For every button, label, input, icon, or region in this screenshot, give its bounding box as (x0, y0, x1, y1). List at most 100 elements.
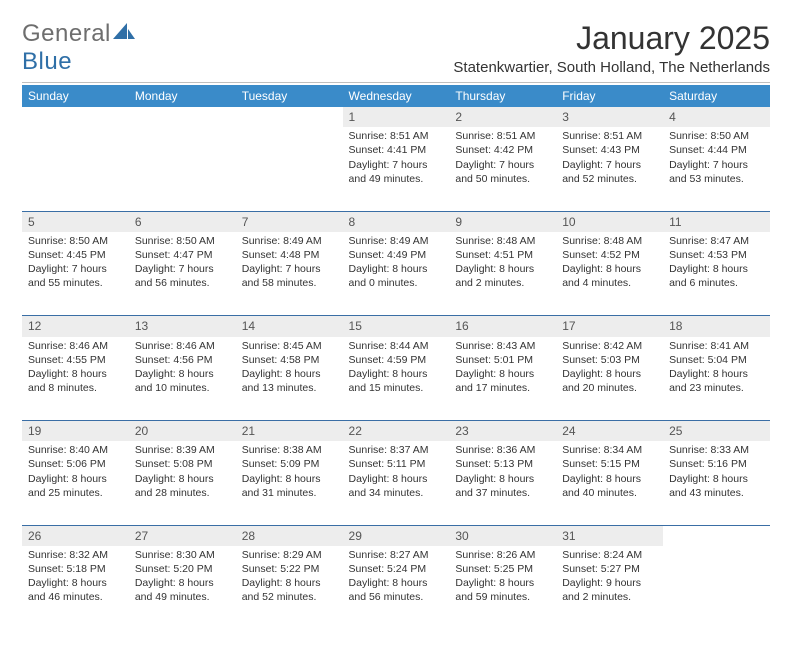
daylight-line: Daylight: 8 hours and 43 minutes. (669, 472, 764, 500)
day-info-cell: Sunrise: 8:37 AMSunset: 5:11 PMDaylight:… (343, 441, 450, 525)
day-info-row: Sunrise: 8:32 AMSunset: 5:18 PM Daylight:… (22, 546, 770, 630)
weekday-header-row: Sunday Monday Tuesday Wednesday Thursday… (22, 85, 770, 107)
calendar-body: 1234Sunrise: 8:51 AMSunset: 4:41 PMDayli… (22, 107, 770, 630)
day-info-cell: Sunrise: 8:42 AMSunset: 5:03 PMDaylight:… (556, 337, 663, 421)
sunrise-line: Sunrise: 8:29 AM (242, 548, 337, 562)
sunset-line: Sunset: 5:18 PM (28, 562, 123, 576)
day-number-cell: 25 (663, 421, 770, 442)
day-info-cell: Sunrise: 8:33 AMSunset: 5:16 PMDaylight:… (663, 441, 770, 525)
day-number-cell: 11 (663, 211, 770, 232)
sunset-line: Sunset: 5:03 PM (562, 353, 657, 367)
sunset-line: Sunset: 4:58 PM (242, 353, 337, 367)
day-number-cell: 31 (556, 525, 663, 546)
logo-word2: Blue (22, 48, 72, 75)
day-number-cell: 23 (449, 421, 556, 442)
day-number-cell: 9 (449, 211, 556, 232)
day-number-cell: 12 (22, 316, 129, 337)
sunset-line: Sunset: 4:48 PM (242, 248, 337, 262)
sunrise-line: Sunrise: 8:40 AM (28, 443, 123, 457)
sunrise-line: Sunrise: 8:47 AM (669, 234, 764, 248)
sunrise-line: Sunrise: 8:32 AM (28, 548, 123, 562)
day-info-row: Sunrise: 8:46 AMSunset: 4:55 PMDaylight:… (22, 337, 770, 421)
day-number-cell (236, 107, 343, 127)
sunset-line: Sunset: 4:59 PM (349, 353, 444, 367)
sunset-line: Sunset: 5:27 PM (562, 562, 657, 576)
day-number-cell: 26 (22, 525, 129, 546)
day-info-cell: Sunrise: 8:38 AMSunset: 5:09 PMDaylight:… (236, 441, 343, 525)
daylight-line: Daylight: 7 hours and 49 minutes. (349, 158, 444, 186)
sunrise-line: Sunrise: 8:38 AM (242, 443, 337, 457)
day-info-row: Sunrise: 8:40 AMSunset: 5:06 PMDaylight:… (22, 441, 770, 525)
day-info-cell: Sunrise: 8:32 AMSunset: 5:18 PMDaylight:… (22, 546, 129, 630)
day-info-cell: Sunrise: 8:24 AMSunset: 5:27 PMDaylight:… (556, 546, 663, 630)
sunrise-line: Sunrise: 8:39 AM (135, 443, 230, 457)
title-block: January 2025 Statenkwartier, South Holla… (453, 20, 770, 76)
sunrise-line: Sunrise: 8:46 AM (135, 339, 230, 353)
daylight-line: Daylight: 8 hours and 59 minutes. (455, 576, 550, 604)
daylight-line: Daylight: 8 hours and 28 minutes. (135, 472, 230, 500)
day-number-cell: 29 (343, 525, 450, 546)
sunset-line: Sunset: 5:04 PM (669, 353, 764, 367)
daylight-line: Daylight: 7 hours and 56 minutes. (135, 262, 230, 290)
sunset-line: Sunset: 5:22 PM (242, 562, 337, 576)
sunset-line: Sunset: 5:01 PM (455, 353, 550, 367)
sunrise-line: Sunrise: 8:24 AM (562, 548, 657, 562)
day-info-cell: Sunrise: 8:48 AMSunset: 4:51 PMDaylight:… (449, 232, 556, 316)
daylight-line: Daylight: 8 hours and 25 minutes. (28, 472, 123, 500)
day-number-cell: 21 (236, 421, 343, 442)
day-number-row: 262728293031 (22, 525, 770, 546)
calendar-table: Sunday Monday Tuesday Wednesday Thursday… (22, 85, 770, 630)
day-number-cell: 10 (556, 211, 663, 232)
sunset-line: Sunset: 5:20 PM (135, 562, 230, 576)
day-number-cell: 6 (129, 211, 236, 232)
day-info-cell (236, 127, 343, 211)
day-number-cell: 18 (663, 316, 770, 337)
sunset-line: Sunset: 5:24 PM (349, 562, 444, 576)
day-number-cell: 1 (343, 107, 450, 127)
daylight-line: Daylight: 8 hours and 6 minutes. (669, 262, 764, 290)
sunrise-line: Sunrise: 8:48 AM (562, 234, 657, 248)
daylight-line: Daylight: 8 hours and 8 minutes. (28, 367, 123, 395)
day-number-row: 567891011 (22, 211, 770, 232)
day-info-cell: Sunrise: 8:26 AMSunset: 5:25 PMDaylight:… (449, 546, 556, 630)
day-info-cell: Sunrise: 8:47 AMSunset: 4:53 PMDaylight:… (663, 232, 770, 316)
day-number-row: 19202122232425 (22, 421, 770, 442)
logo: General Blue (22, 20, 135, 76)
sunset-line: Sunset: 4:45 PM (28, 248, 123, 262)
sunrise-line: Sunrise: 8:30 AM (135, 548, 230, 562)
sunset-line: Sunset: 4:56 PM (135, 353, 230, 367)
daylight-line: Daylight: 9 hours and 2 minutes. (562, 576, 657, 604)
sunrise-line: Sunrise: 8:49 AM (349, 234, 444, 248)
daylight-line: Daylight: 8 hours and 4 minutes. (562, 262, 657, 290)
day-info-cell (22, 127, 129, 211)
sunrise-line: Sunrise: 8:36 AM (455, 443, 550, 457)
sunrise-line: Sunrise: 8:34 AM (562, 443, 657, 457)
day-info-cell: Sunrise: 8:34 AMSunset: 5:15 PMDaylight:… (556, 441, 663, 525)
day-info-cell: Sunrise: 8:41 AMSunset: 5:04 PMDaylight:… (663, 337, 770, 421)
sunset-line: Sunset: 4:51 PM (455, 248, 550, 262)
daylight-line: Daylight: 8 hours and 31 minutes. (242, 472, 337, 500)
sunrise-line: Sunrise: 8:49 AM (242, 234, 337, 248)
day-info-cell: Sunrise: 8:48 AMSunset: 4:52 PMDaylight:… (556, 232, 663, 316)
page-header: General Blue January 2025 Statenkwartier… (22, 20, 770, 76)
logo-sail-icon (113, 20, 135, 48)
day-info-row: Sunrise: 8:50 AMSunset: 4:45 PMDaylight:… (22, 232, 770, 316)
col-monday: Monday (129, 85, 236, 107)
sunrise-line: Sunrise: 8:51 AM (562, 129, 657, 143)
day-number-cell: 22 (343, 421, 450, 442)
daylight-line: Daylight: 8 hours and 20 minutes. (562, 367, 657, 395)
day-info-cell: Sunrise: 8:50 AMSunset: 4:45 PMDaylight:… (22, 232, 129, 316)
sunset-line: Sunset: 5:08 PM (135, 457, 230, 471)
sunset-line: Sunset: 4:52 PM (562, 248, 657, 262)
col-friday: Friday (556, 85, 663, 107)
sunrise-line: Sunrise: 8:26 AM (455, 548, 550, 562)
day-number-cell: 14 (236, 316, 343, 337)
sunrise-line: Sunrise: 8:51 AM (349, 129, 444, 143)
day-info-cell: Sunrise: 8:49 AMSunset: 4:48 PMDaylight:… (236, 232, 343, 316)
daylight-line: Daylight: 8 hours and 10 minutes. (135, 367, 230, 395)
sunrise-line: Sunrise: 8:48 AM (455, 234, 550, 248)
sunrise-line: Sunrise: 8:33 AM (669, 443, 764, 457)
day-number-cell: 15 (343, 316, 450, 337)
day-info-cell: Sunrise: 8:36 AMSunset: 5:13 PMDaylight:… (449, 441, 556, 525)
day-info-cell: Sunrise: 8:30 AMSunset: 5:20 PMDaylight:… (129, 546, 236, 630)
